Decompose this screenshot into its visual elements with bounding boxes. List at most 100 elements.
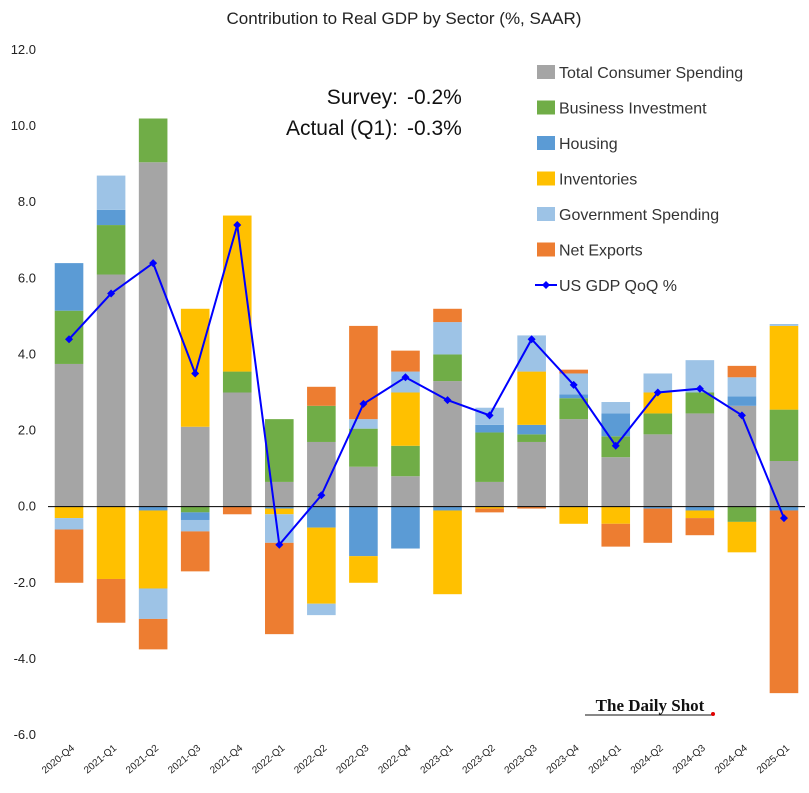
bar-segment [391,476,420,507]
bar-segment [96,209,126,226]
bar-segment [475,424,504,433]
bar-segment [643,434,673,507]
bar-segment [180,519,210,532]
actual-label: Actual (Q1): [286,117,398,140]
bar-segment [685,413,715,507]
bar-segment [96,506,126,579]
bar-segment [96,225,126,275]
actual-value: -0.3% [407,117,462,140]
bar-segment [517,424,546,435]
bar-segment [307,405,336,442]
y-tick-label: 2.0 [18,423,36,438]
gdp-point [779,514,788,523]
legend-label: Net Exports [559,243,643,260]
gdp-point [233,221,242,230]
gdp-point [443,396,452,405]
bar-segment [559,369,588,374]
survey-value: -0.2% [407,86,462,109]
gdp-point [485,411,494,420]
bar-segment [685,510,715,519]
bar-segment [517,371,546,425]
bar-segment [138,510,168,589]
bar-segment [643,508,673,543]
bar-segment [349,466,378,507]
y-tick-label: -4.0 [14,651,36,666]
bar-segment [391,445,420,477]
bar-segment [727,506,757,522]
gdp-point [653,388,662,397]
legend-label: Business Investment [559,101,707,118]
bar-segment [433,308,462,323]
bar-segment [601,413,631,437]
bar-segment [96,578,126,623]
bar-segment [222,506,252,515]
legend-swatch [537,100,555,115]
bar-segment [769,506,799,511]
survey-actual-annotation: Survey: -0.2% Actual (Q1): -0.3% [286,86,462,140]
gdp-line [68,224,785,548]
source-brand: The Daily Shot [596,696,705,715]
legend-label: Housing [559,136,618,153]
bar-segment [517,434,546,442]
bar-segment [433,354,462,382]
gdp-point [401,373,410,382]
x-tick-label: 2021-Q3 [166,743,203,777]
bar-segment [601,523,631,547]
bar-segment [349,556,378,583]
bar-segment [265,481,294,507]
x-tick-label: 2023-Q3 [503,743,540,777]
bar-segment [180,308,210,427]
bar-segment [307,603,336,616]
x-tick-label: 2022-Q1 [250,743,287,777]
bar-segment [433,506,462,511]
bar-segment [265,542,294,635]
x-tick-label: 2023-Q4 [545,743,582,777]
y-tick-label: 8.0 [18,194,36,209]
bar-segment [180,426,210,507]
gdp-point [359,399,368,408]
bar-segment [349,506,378,557]
source-dot [711,712,715,716]
bar-segment [222,371,252,393]
bar-segment [349,428,378,467]
gdp-line-series [65,221,788,549]
bar-segment [180,506,210,513]
x-tick-label: 2025-Q1 [755,743,792,777]
legend-label: Total Consumer Spending [559,65,743,82]
bar-segment [685,392,715,414]
source-logo: The Daily Shot [585,696,715,716]
gdp-point [611,441,620,450]
bar-segment [138,618,168,650]
bar-segment [769,409,799,461]
legend-line-marker [542,281,550,289]
gdp-point [569,380,578,389]
bar-segment [685,506,715,511]
bar-segment [643,506,673,509]
x-tick-label: 2024-Q4 [713,743,750,777]
bar-segment [307,386,336,406]
bar-group [54,118,799,694]
bar-segment [643,373,673,393]
bar-segment [349,419,378,429]
gdp-point [737,411,746,420]
bar-segment [54,518,84,530]
bar-segment [54,529,84,583]
bar-segment [727,521,757,553]
bar-segment [265,508,294,515]
gdp-point [191,369,200,378]
bar-segment [643,413,673,435]
bar-segment [517,506,546,509]
x-tick-label: 2024-Q1 [587,743,624,777]
bar-segment [475,481,504,507]
bar-segment [138,506,168,511]
bar-segment [222,392,252,507]
bar-segment [601,506,631,524]
gdp-point [275,540,284,549]
bar-segment [601,457,631,507]
bar-segment [769,461,799,507]
bar-segment [643,392,673,414]
legend-swatch [537,207,555,221]
bar-segment [769,324,799,326]
bar-segment [54,363,84,507]
gdp-point [65,335,74,344]
